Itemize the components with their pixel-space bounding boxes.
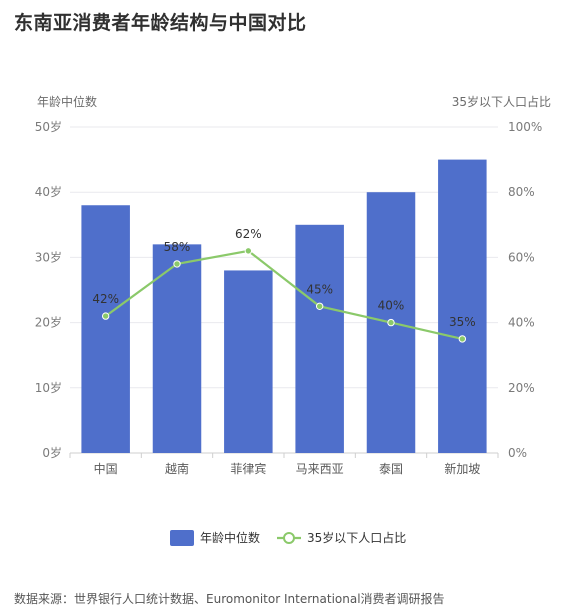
y-left-tick-label: 0岁 (42, 445, 62, 460)
bar (152, 244, 202, 453)
line-point (101, 312, 110, 320)
chart-title: 东南亚消费者年龄结构与中国对比 (14, 12, 307, 34)
combo-chart: 年龄中位数 35岁以下人口占比 0岁 0% 10岁 20% 20岁 40% 30岁 60% 40岁 8… (35, 94, 551, 546)
bar (81, 205, 130, 453)
line-point (244, 247, 253, 255)
y-left-tick-label: 50岁 (35, 119, 62, 134)
line-data-label: 42% (92, 292, 119, 306)
y-right-tick-label: 0% (508, 446, 527, 460)
y-right-tick-label: 20% (508, 381, 535, 395)
x-category-label: 越南 (165, 461, 189, 476)
y-left-tick-label: 40岁 (35, 184, 62, 199)
y-right-axis-title: 35岁以下人口占比 (452, 94, 551, 109)
legend-line-marker (283, 532, 295, 544)
line-point (173, 260, 181, 268)
y-left-tick-label: 10岁 (35, 380, 62, 395)
line-point (315, 302, 324, 310)
source-note: 数据来源：世界银行人口统计数据、Euromonitor Internationa… (14, 592, 445, 606)
y-right-tick-label: 80% (508, 185, 535, 199)
y-right-tick-label: 60% (508, 250, 535, 264)
bar (224, 270, 273, 453)
x-category-label: 泰国 (379, 462, 403, 476)
line-point (387, 318, 395, 327)
y-right-tick-label: 100% (508, 120, 542, 134)
y-left-tick-label: 20岁 (35, 315, 62, 330)
line-data-label: 35% (449, 315, 476, 329)
line-data-label: 40% (378, 299, 405, 313)
x-category-label: 菲律宾 (230, 461, 266, 476)
line-point (458, 335, 467, 343)
x-category-label: 新加坡 (444, 461, 480, 476)
line-data-label: 45% (306, 282, 333, 296)
legend-bar-label: 年龄中位数 (200, 530, 260, 545)
y-right-tick-label: 40% (508, 316, 535, 330)
line-data-label: 62% (235, 227, 262, 241)
line-data-label: 58% (164, 240, 191, 254)
bar (295, 224, 344, 453)
x-category-label: 中国 (94, 461, 118, 476)
y-left-tick-label: 30岁 (35, 249, 62, 264)
bar (438, 159, 487, 453)
x-category-label: 马来西亚 (296, 462, 344, 476)
y-left-axis-title: 年龄中位数 (37, 94, 97, 109)
line-series (105, 249, 463, 340)
legend-bar-swatch (170, 530, 194, 546)
legend-line-label: 35岁以下人口占比 (307, 530, 406, 545)
